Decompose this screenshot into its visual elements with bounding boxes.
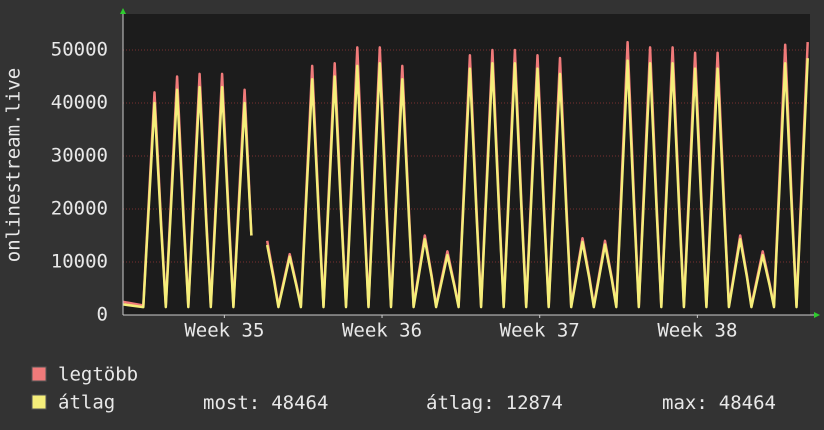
y-tick-label: 50000 (51, 39, 108, 61)
stat-label: most: (203, 392, 260, 414)
x-tick-label: Week 37 (500, 320, 580, 342)
y-tick-label: 0 (97, 304, 108, 326)
x-tick-label: Week 38 (657, 320, 737, 342)
legend-swatch (31, 366, 47, 382)
y-axis-arrow (120, 8, 126, 14)
x-axis-arrow (814, 312, 820, 318)
y-tick-label: 10000 (51, 251, 108, 273)
stat-label: max: (662, 392, 708, 414)
y-tick-label: 30000 (51, 145, 108, 167)
stat-value: 48464 (719, 392, 776, 414)
legend-stat: átlag: 12874 (426, 392, 563, 414)
stat-label: átlag: (426, 392, 495, 414)
stat-value: 12874 (506, 392, 563, 414)
series-line (122, 58, 809, 309)
legend: legtöbb átlag most: 48464 átlag: 12874 max: 484… (31, 364, 776, 414)
x-tick-label: Week 35 (184, 320, 264, 342)
legend-label: átlag (58, 392, 115, 414)
x-tick-label: Week 36 (342, 320, 422, 342)
stat-value: 48464 (271, 392, 328, 414)
legend-stat: most: 48464 (203, 392, 328, 414)
lines (122, 40, 809, 309)
legend-stat: max: 48464 (662, 392, 776, 414)
legend-label: legtöbb (58, 364, 138, 386)
y-axis-label: onlinestream.live (3, 68, 25, 262)
legend-swatch (31, 394, 47, 410)
y-tick-label: 40000 (51, 92, 108, 114)
y-tick-label: 20000 (51, 198, 108, 220)
